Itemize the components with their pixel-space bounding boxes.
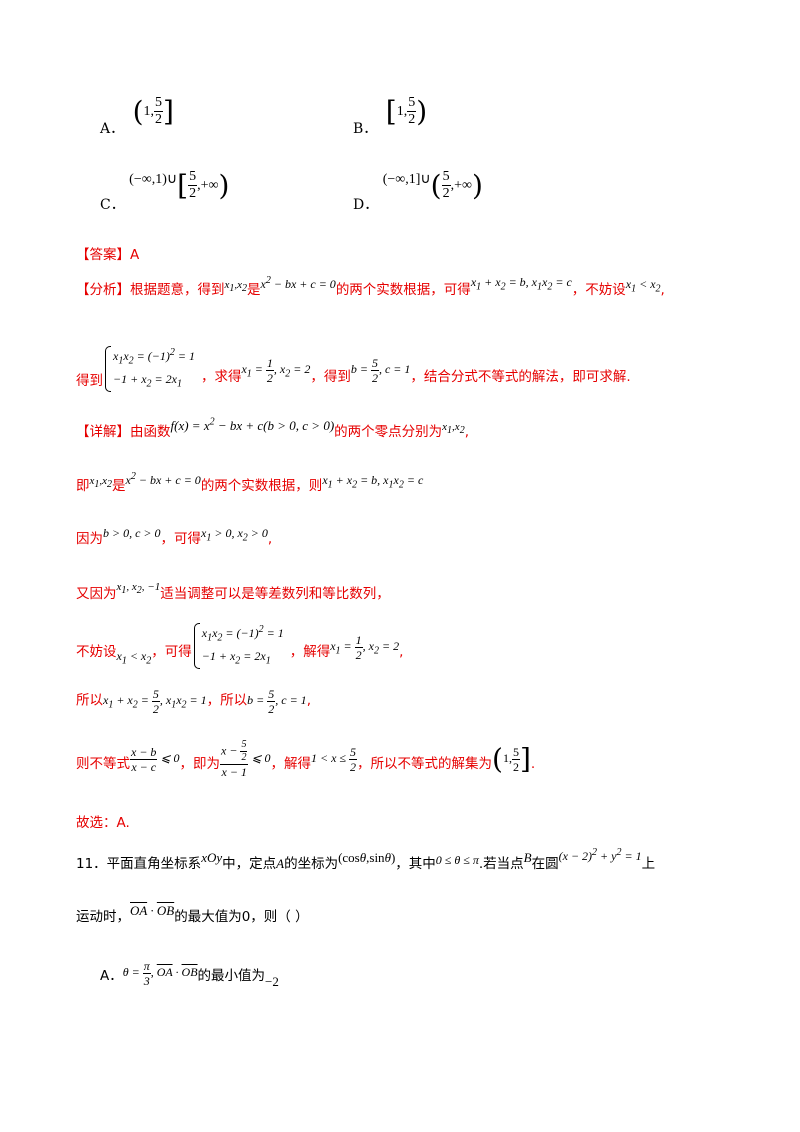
option-a-math: (1, 5 2]: [132, 94, 174, 128]
option-b-label: B．: [353, 120, 378, 137]
option-c[interactable]: C． (−∞,1)∪[5 2 ,+∞): [100, 168, 230, 213]
analysis-tag: 【分析】: [76, 282, 130, 298]
option-d[interactable]: D． (−∞,1]∪(5 2 ,+∞): [353, 168, 483, 213]
analysis-line-1: 【分析】根据题意，得到x1,x2是x2 − bx + c = 0的两个实数根据，…: [76, 275, 665, 298]
analysis-line-2: 得到x1x2 = (−1)2 = 1 −1 + x2 = 2x1 ，求得x1 = 1…: [76, 344, 631, 394]
option-c-math: (−∞,1)∪[5 2 ,+∞): [129, 168, 230, 202]
detail-tag: 【详解】: [76, 424, 130, 440]
answer-line: 【答案】A: [76, 243, 139, 263]
option-a[interactable]: A． (1, 5 2]: [100, 94, 174, 137]
choice-line: 故选：A.: [76, 815, 130, 831]
detail-line-4: 又因为x1, x2, −1适当调整可以是等差数列和等比数列，: [76, 581, 390, 602]
q11-option-a-label: A．: [100, 968, 123, 985]
detail-line-1: 【详解】由函数f(x) = x2 − bx + c(b > 0, c > 0)的…: [76, 416, 469, 440]
q11-line-1: 11．平面直角坐标系xOy中，定点A的坐标为(cosθ,sinθ)，其中0 ≤ …: [76, 847, 656, 872]
option-b-math: [1, 5 2): [385, 94, 428, 128]
q11-line-2: 运动时，OA · OB的最大值为0，则（ ）: [76, 903, 309, 925]
option-d-label: D．: [353, 196, 379, 213]
detail-line-3: 因为b > 0, c > 0，可得x1 > 0, x2 > 0,: [76, 526, 273, 547]
detail-line-2: 即x1,x2是x2 − bx + c = 0的两个实数根据，则x1 + x2 =…: [76, 471, 424, 494]
answer-tag: 【答案】: [76, 247, 130, 263]
answer-value: A: [130, 247, 140, 263]
option-b[interactable]: B． [1, 5 2): [353, 94, 428, 137]
option-d-math: (−∞,1]∪(5 2 ,+∞): [382, 168, 483, 202]
option-a-label: A．: [100, 120, 125, 137]
option-c-label: C．: [100, 196, 125, 213]
detail-line-5: 不妨设x1 < x2，可得x1x2 = (−1)2 = 1 −1 + x2 = 2…: [76, 621, 403, 671]
